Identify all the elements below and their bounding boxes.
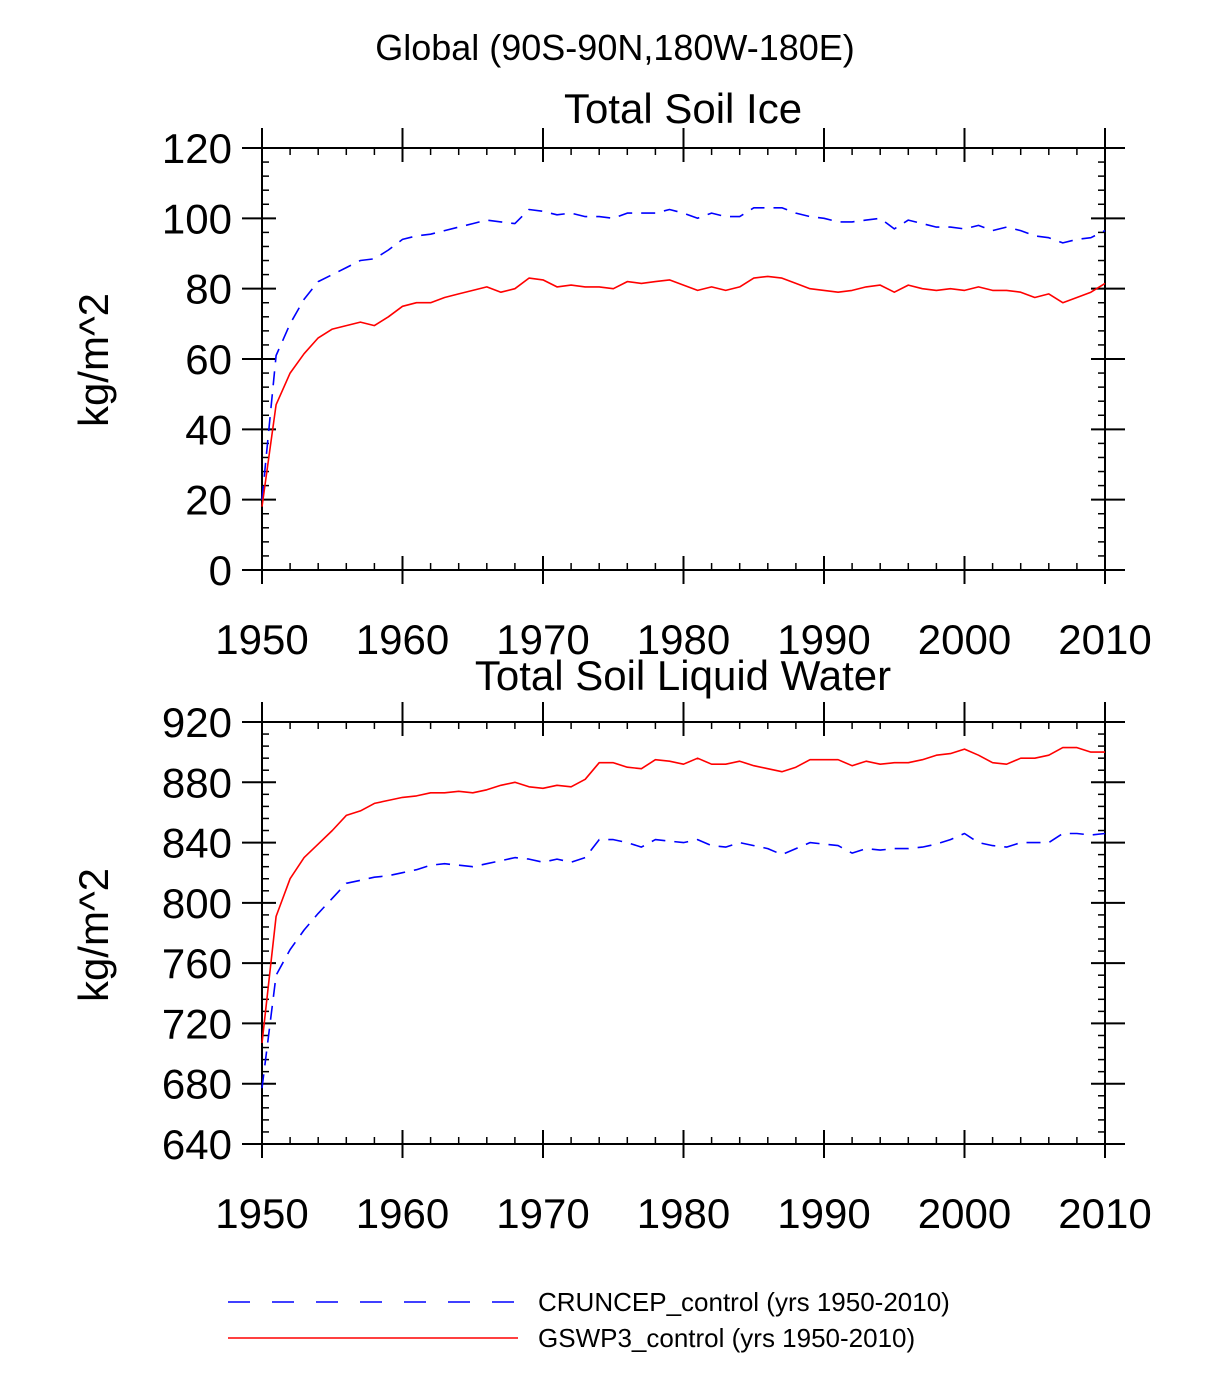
- y-tick-label: 100: [162, 195, 232, 242]
- figure-suptitle: Global (90S-90N,180W-180E): [375, 27, 855, 68]
- y-tick-label: 920: [162, 699, 232, 746]
- panel-title: Total Soil Liquid Water: [475, 652, 891, 699]
- x-tick-label: 1970: [496, 1190, 589, 1237]
- x-tick-label: 2000: [918, 1190, 1011, 1237]
- x-tick-label: 2010: [1058, 1190, 1151, 1237]
- panel-title: Total Soil Ice: [564, 85, 802, 132]
- x-tick-label: 1960: [356, 1190, 449, 1237]
- panel-total-soil-ice: Total Soil Ice kg/m^2 1950 1960 1970 1980 19…: [70, 85, 1152, 663]
- series-line-cruncep: [261, 207, 1106, 500]
- y-tick-label: 0: [209, 547, 232, 594]
- y-tick-label: 760: [162, 940, 232, 987]
- x-tick-label: 1950: [215, 1190, 308, 1237]
- series-line-gswp3: [261, 275, 1106, 507]
- plot-frame: [261, 147, 1106, 571]
- y-axis-label: kg/m^2: [70, 293, 117, 427]
- y-tick-label: 720: [162, 1000, 232, 1047]
- x-tick-label: 1950: [215, 616, 308, 663]
- legend-label-gswp3: GSWP3_control (yrs 1950-2010): [538, 1323, 915, 1353]
- plot-frame: [261, 721, 1106, 1145]
- y-tick-label: 80: [185, 266, 232, 313]
- plot-area: 1950 1960 1970 1980 1990 2000 2010 640 680 720 760…: [162, 699, 1152, 1237]
- legend-label-cruncep: CRUNCEP_control (yrs 1950-2010): [538, 1287, 950, 1317]
- legend: CRUNCEP_control (yrs 1950-2010) GSWP3_co…: [228, 1287, 950, 1353]
- y-tick-label: 20: [185, 477, 232, 524]
- x-tick-label: 1980: [637, 616, 730, 663]
- plot-area: 1950 1960 1970 1980 1990 2000 2010 0 20 40 60 80 100…: [162, 125, 1152, 663]
- y-tick-label: 840: [162, 820, 232, 867]
- x-tick-label: 1990: [777, 1190, 870, 1237]
- y-tick-label: 680: [162, 1061, 232, 1108]
- x-tick-label: 1970: [496, 616, 589, 663]
- y-tick-label: 40: [185, 406, 232, 453]
- series-line-gswp3: [261, 746, 1105, 1044]
- y-tick-label: 800: [162, 880, 232, 927]
- x-tick-label: 1990: [777, 616, 870, 663]
- x-tick-label: 1980: [637, 1190, 730, 1237]
- x-tick-label: 1960: [356, 616, 449, 663]
- y-tick-label: 120: [162, 125, 232, 172]
- y-tick-label: 640: [162, 1121, 232, 1168]
- y-tick-label: 60: [185, 336, 232, 383]
- panel-total-soil-liquid-water: Total Soil Liquid Water kg/m^2 1950 1960 1…: [70, 652, 1152, 1237]
- y-tick-label: 880: [162, 759, 232, 806]
- series-line-cruncep: [261, 832, 1106, 1089]
- x-tick-label: 2000: [918, 616, 1011, 663]
- y-axis-label: kg/m^2: [70, 868, 117, 1002]
- x-tick-label: 2010: [1058, 616, 1151, 663]
